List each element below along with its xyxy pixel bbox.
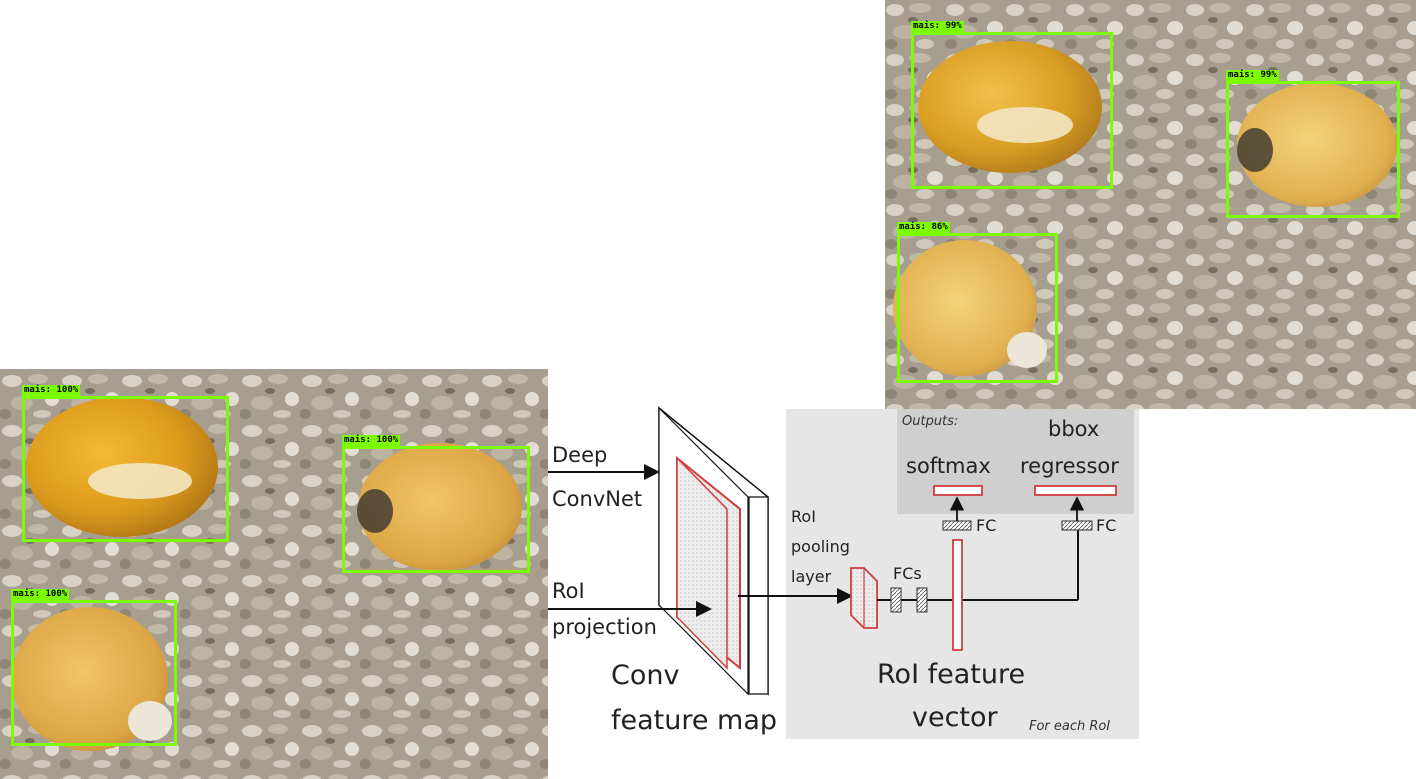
corn-photo-top: mais: 99% mais: 99% mais: 86% [885, 0, 1416, 409]
gravel-background [0, 369, 548, 779]
detection-label: mais: 100% [11, 589, 70, 600]
detection-box [897, 233, 1058, 383]
detection-label: mais: 99% [911, 21, 964, 32]
fc-layer [916, 587, 928, 613]
corn-kernel [358, 443, 522, 571]
fc-layer [890, 587, 902, 613]
outputs-panel [897, 409, 1134, 514]
roi-pooling-label: layer [791, 567, 832, 586]
detection-label: mais: 100% [342, 435, 401, 446]
roi-pooling-label: RoI [791, 507, 816, 526]
softmax-output [933, 485, 983, 496]
detection-label: mais: 86% [897, 222, 950, 233]
for-each-roi-label: For each RoI [1029, 719, 1111, 734]
fcs-label: FCs [893, 564, 922, 583]
detection-box [22, 396, 229, 542]
roi-feature-vector-label: vector [912, 702, 998, 733]
corn-kernel [918, 41, 1102, 173]
corn-kernel [893, 240, 1037, 376]
conv-feature-map-label: feature map [611, 705, 778, 736]
bbox-regressor-label: bbox [1048, 417, 1100, 441]
fc-bbox-label: FC [1096, 516, 1117, 535]
conv-feature-map [658, 406, 769, 696]
gravel-background [885, 0, 1416, 409]
detection-box [11, 600, 177, 746]
corn-kernel [12, 607, 168, 751]
detection-box [911, 32, 1113, 189]
corn-photo-bottom: mais: 100% mais: 100% mais: 100% [0, 369, 548, 779]
roi-projection-label: projection [552, 615, 657, 639]
fc-bbox-layer [1061, 520, 1093, 531]
conv-feature-map-label: Conv [611, 660, 680, 691]
fc-softmax-label: FC [976, 516, 997, 535]
roi-feature-vector-label: RoI feature [877, 659, 1026, 690]
detection-label: mais: 99% [1226, 70, 1279, 81]
roi-pooling-block [850, 567, 878, 629]
softmax-label: softmax [906, 454, 991, 478]
roi-projection-label: RoI [552, 579, 585, 603]
fc-softmax-layer [942, 520, 972, 531]
detection-box [342, 446, 530, 573]
deep-convnet-label: Deep [552, 443, 608, 467]
roi-feature-vector [952, 539, 963, 651]
deep-convnet-label: ConvNet [552, 487, 643, 511]
detection-box [1226, 81, 1400, 218]
detection-label: mais: 100% [22, 385, 81, 396]
corn-kernel [1237, 83, 1397, 207]
bbox-regressor-label: regressor [1020, 454, 1119, 478]
bbox-output [1034, 485, 1117, 496]
outputs-label: Outputs: [902, 414, 959, 429]
roi-pooling-label: pooling [791, 537, 850, 556]
